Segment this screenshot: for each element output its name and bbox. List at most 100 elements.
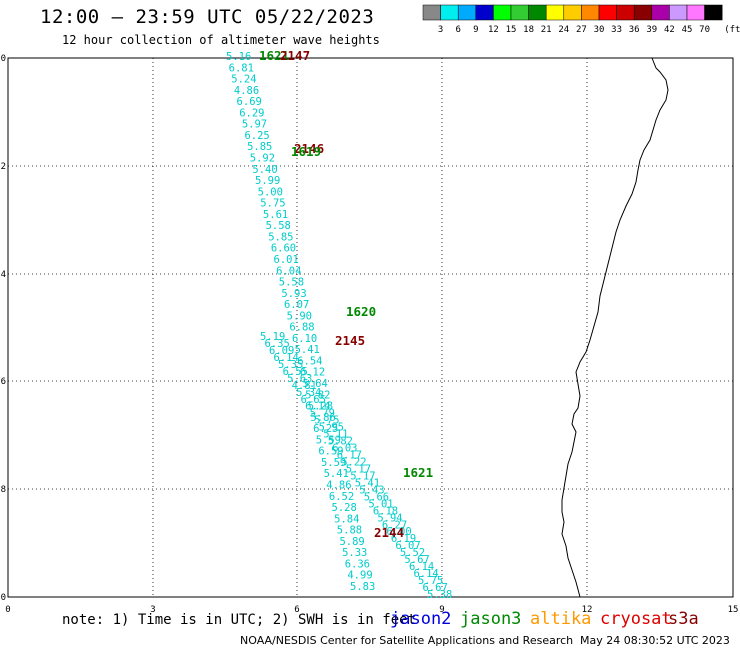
track-time-label: 2145 xyxy=(335,333,365,348)
swh-value: 5.17 xyxy=(346,463,371,475)
swh-value: 5.99 xyxy=(255,175,280,187)
swh-value: 6.88 xyxy=(289,322,314,334)
swh-value: 5.28 xyxy=(332,502,357,514)
track-time-label: 1619 xyxy=(291,144,321,159)
swh-value: 5.41 xyxy=(355,477,380,489)
swh-value: 5.83 xyxy=(350,581,375,593)
swh-value: 6.18 xyxy=(373,505,398,517)
swh-value: 6.25 xyxy=(313,423,338,435)
swh-value: 5.61 xyxy=(263,209,288,221)
swh-value: 6.17 xyxy=(337,450,362,462)
satellite-legend-jason2: jason2 xyxy=(390,609,452,629)
colorbar-label: 9 xyxy=(473,25,478,35)
swh-value: 6.14 xyxy=(409,561,434,573)
swh-value: 5.89 xyxy=(339,536,364,548)
swh-value: 5.19 xyxy=(260,331,285,343)
swh-value: 5.59 xyxy=(321,457,346,469)
colorbar-label: 70 xyxy=(699,25,710,35)
axis-tick-labels: 0 3 6 9 12 15 -10 -12 -14 -16 -18 -20 xyxy=(0,54,738,615)
swh-value: 5.01 xyxy=(368,498,393,510)
swh-value: 5.58 xyxy=(266,220,291,232)
colorbar-unit: (ft) xyxy=(724,25,740,35)
satellite-legend-jason3: jason3 xyxy=(460,609,522,629)
swh-value: 4.86 xyxy=(326,480,351,492)
swh-value: 6.19 xyxy=(391,533,416,545)
swh-value: 5.00 xyxy=(258,186,283,198)
colorbar-label: 42 xyxy=(664,25,675,35)
swh-value: 6.03 xyxy=(332,443,357,455)
swh-value: 5.86 xyxy=(310,412,335,424)
satellite-legend-cryosat: cryosat xyxy=(600,609,672,629)
track-time-label: 2144 xyxy=(374,525,404,540)
swh-value: 6.14 xyxy=(274,352,299,364)
x-tick-label: 15 xyxy=(728,605,739,615)
map-subtitle: 12 hour collection of altimeter wave hei… xyxy=(62,33,380,47)
coastline xyxy=(561,57,669,598)
grid-lines xyxy=(8,58,733,597)
satellite-legend-s3a: s3a xyxy=(668,609,699,629)
swh-value: 5.85 xyxy=(247,141,272,153)
y-tick-label: -10 xyxy=(0,54,6,64)
swh-value: 5.67 xyxy=(404,554,429,566)
swh-value: 5.75 xyxy=(314,415,339,427)
swh-value: 5.94 xyxy=(377,512,402,524)
swh-value: 5.35 xyxy=(278,359,303,371)
swh-value: 5.92 xyxy=(250,152,275,164)
map-title: 12:00 – 23:59 UTC 05/22/2023 xyxy=(40,6,375,28)
swh-value: 6.00 xyxy=(386,526,411,538)
track-time-label: 1620 xyxy=(346,304,376,319)
swh-value: 5.79 xyxy=(310,408,335,420)
swh-value: 6.65 xyxy=(301,394,326,406)
colorbar-label: 12 xyxy=(488,25,499,35)
track-time-label: 2147 xyxy=(280,48,310,63)
swh-value: 5.88 xyxy=(337,525,362,537)
colorbar-label: 30 xyxy=(594,25,605,35)
swh-value: 6.10 xyxy=(292,333,317,345)
y-tick-label: -16 xyxy=(0,377,6,387)
swh-value: 5.28 xyxy=(308,401,333,413)
swh-value: 5.82 xyxy=(328,436,353,448)
swh-value: 5.43 xyxy=(359,484,384,496)
swh-value: 5.85 xyxy=(268,231,293,243)
colorbar-label: 15 xyxy=(506,25,517,35)
swh-value: 6.07 xyxy=(395,540,420,552)
swh-value: 6.60 xyxy=(271,243,296,255)
swh-value: 5.33 xyxy=(342,547,367,559)
swh-value: 5.82 xyxy=(305,389,330,401)
swh-value: 5.97 xyxy=(242,119,267,131)
colorbar-label: 6 xyxy=(455,25,460,35)
track-time-label: 2146 xyxy=(294,141,324,156)
swh-value: 6.81 xyxy=(229,62,254,74)
swh-value: 5.64 xyxy=(303,378,328,390)
swh-value: 6.67 xyxy=(422,582,447,594)
plot-frame xyxy=(7,57,734,598)
swh-value: 5.93 xyxy=(281,288,306,300)
swh-value: 4.86 xyxy=(234,85,259,97)
swh-value: 5.75 xyxy=(260,198,285,210)
swh-value: 6.07 xyxy=(284,299,309,311)
swh-value: 5.38 xyxy=(427,589,452,601)
swh-value: 6.01 xyxy=(273,254,298,266)
swh-value: 5.59 xyxy=(316,434,341,446)
colorbar-label: 21 xyxy=(541,25,552,35)
swh-value: 5.17 xyxy=(350,470,375,482)
swh-value: 6.14 xyxy=(413,568,438,580)
swh-value: 5.34 xyxy=(296,387,321,399)
x-tick-label: 12 xyxy=(582,605,593,615)
colorbar-label: 45 xyxy=(682,25,693,35)
swh-value: 4.99 xyxy=(347,570,372,582)
track-time-label: 1621 xyxy=(403,465,433,480)
swh-value: 6.52 xyxy=(329,491,354,503)
swh-value: 6.27 xyxy=(382,519,407,531)
timestamp: May 24 08:30:52 UTC 2023 xyxy=(580,634,730,647)
y-tick-label: -20 xyxy=(0,593,6,603)
swh-value: 5.41 xyxy=(324,468,349,480)
swh-value: 5.41 xyxy=(295,344,320,356)
swh-value: 6.55 xyxy=(283,366,308,378)
y-tick-label: -18 xyxy=(0,485,6,495)
colorbar-label: 24 xyxy=(558,25,569,35)
swh-value: 5.24 xyxy=(231,74,256,86)
